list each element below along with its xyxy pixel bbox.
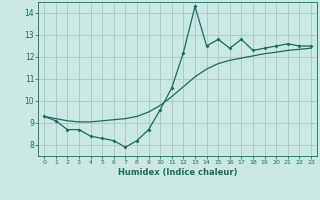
X-axis label: Humidex (Indice chaleur): Humidex (Indice chaleur) xyxy=(118,168,237,177)
